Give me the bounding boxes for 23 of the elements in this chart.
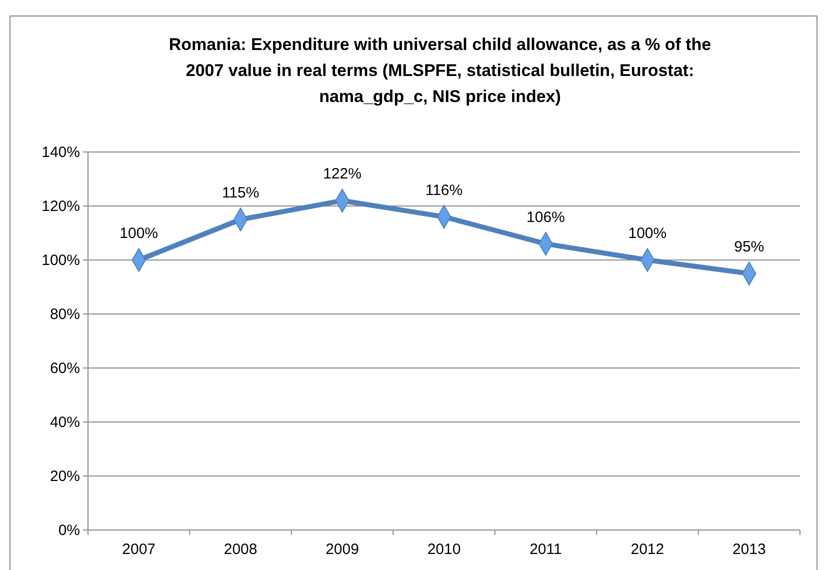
data-label: 100% (628, 225, 667, 242)
y-tick-label: 140% (42, 144, 80, 161)
x-tick-label: 2009 (326, 541, 359, 558)
data-label: 115% (222, 184, 260, 202)
chart-title: Romania: Expenditure with universal child allowance, as a % of the 2007 value in real terms (MLSPFE, statistical bulletin, Eurostat: nama_gdp_c, NIS price index) (168, 35, 712, 106)
y-tick-label: 60% (50, 360, 80, 377)
x-tick-label: 2013 (732, 541, 766, 558)
y-tick-label: 100% (42, 252, 80, 269)
x-tick-label: 2008 (224, 541, 258, 558)
y-tick-label: 80% (50, 306, 80, 323)
data-label: 95% (734, 238, 764, 256)
data-label: 122% (323, 166, 362, 183)
data-label: 106% (526, 208, 565, 226)
x-tick-label: 2007 (122, 541, 156, 558)
y-tick-label: 20% (50, 468, 80, 485)
x-tick-label: 2012 (630, 541, 664, 558)
data-label: 100% (120, 225, 158, 242)
data-label: 116% (425, 182, 463, 199)
y-tick-label: 120% (42, 198, 80, 215)
y-tick-label: 40% (50, 414, 80, 431)
x-tick-label: 2011 (530, 541, 562, 558)
x-tick-label: 2010 (427, 541, 461, 558)
y-tick-label: 0% (58, 522, 80, 539)
